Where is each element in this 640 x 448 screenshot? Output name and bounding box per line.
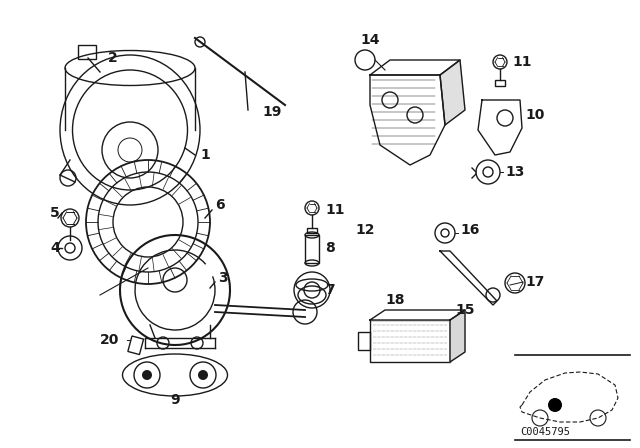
Polygon shape xyxy=(478,100,522,155)
Text: 11: 11 xyxy=(325,203,344,217)
Text: 18: 18 xyxy=(385,293,404,307)
Text: 16: 16 xyxy=(460,223,479,237)
Bar xyxy=(78,45,96,59)
Bar xyxy=(305,235,319,263)
Text: 1: 1 xyxy=(200,148,210,162)
Text: 7: 7 xyxy=(325,283,335,297)
Polygon shape xyxy=(440,60,465,125)
Polygon shape xyxy=(440,251,497,305)
Text: 3: 3 xyxy=(218,271,228,285)
Text: C0045795: C0045795 xyxy=(520,427,570,437)
Text: 4: 4 xyxy=(50,241,60,255)
Circle shape xyxy=(142,370,152,380)
Text: 13: 13 xyxy=(505,165,524,179)
Bar xyxy=(128,336,143,354)
Text: 8: 8 xyxy=(325,241,335,255)
Circle shape xyxy=(548,398,562,412)
Text: 15: 15 xyxy=(455,303,474,317)
Text: 10: 10 xyxy=(525,108,545,122)
Text: 20: 20 xyxy=(100,333,120,347)
Text: 11: 11 xyxy=(512,55,531,69)
Text: 6: 6 xyxy=(215,198,225,212)
Text: 17: 17 xyxy=(525,275,545,289)
Bar xyxy=(495,80,505,86)
Text: 9: 9 xyxy=(170,393,180,407)
Text: 2: 2 xyxy=(108,51,118,65)
Bar xyxy=(358,332,370,350)
Text: 5: 5 xyxy=(50,206,60,220)
Circle shape xyxy=(198,370,208,380)
Polygon shape xyxy=(370,310,465,320)
Polygon shape xyxy=(450,310,465,362)
Text: 12: 12 xyxy=(355,223,374,237)
Polygon shape xyxy=(370,75,445,165)
Bar xyxy=(307,228,317,233)
Polygon shape xyxy=(370,60,460,75)
Text: 19: 19 xyxy=(262,105,282,119)
Text: 14: 14 xyxy=(360,33,380,47)
Bar xyxy=(370,320,450,362)
